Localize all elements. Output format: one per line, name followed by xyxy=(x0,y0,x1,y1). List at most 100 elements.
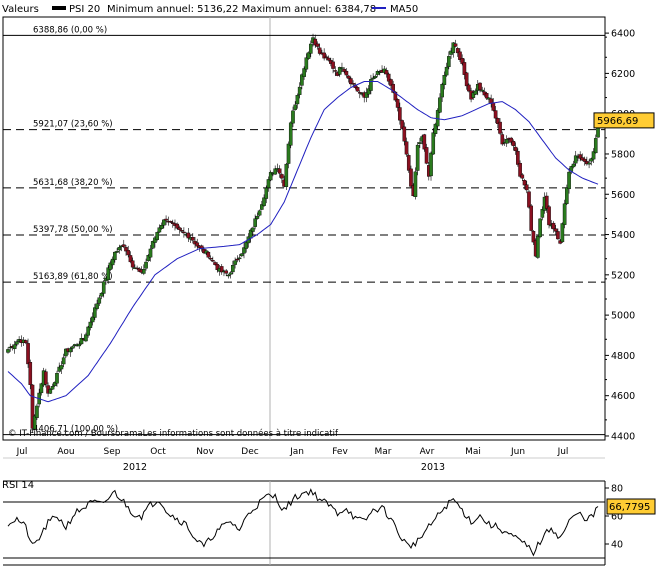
candle xyxy=(308,40,313,58)
candle xyxy=(344,68,349,78)
candle xyxy=(284,163,289,190)
candle xyxy=(553,225,558,236)
candle-body xyxy=(97,297,102,304)
candle-body xyxy=(406,155,411,171)
candle xyxy=(288,121,293,149)
candle xyxy=(538,217,542,239)
candle xyxy=(95,299,99,311)
candle-body xyxy=(186,232,191,239)
candle xyxy=(110,256,115,269)
candle-body xyxy=(478,82,482,91)
candle-body xyxy=(480,89,485,92)
candle-body xyxy=(110,258,115,266)
candle xyxy=(211,256,215,263)
candle-body xyxy=(538,218,542,238)
candle-body xyxy=(349,78,353,85)
candle-body xyxy=(389,79,393,86)
candle-body xyxy=(93,307,97,318)
candle-body xyxy=(527,191,531,208)
candle xyxy=(242,242,246,259)
candle-body xyxy=(32,415,37,430)
candle-body xyxy=(562,203,567,225)
candles-group xyxy=(6,33,600,433)
candle xyxy=(262,194,266,207)
candle-body xyxy=(509,137,513,143)
month-label: Nov xyxy=(196,447,214,457)
candle-body xyxy=(317,47,322,54)
candle-body xyxy=(146,255,151,261)
price-axis-label: 4400 xyxy=(611,431,635,442)
candle-body xyxy=(115,250,119,253)
footer-note: © IT-Finance.com / BoursoramaLes informa… xyxy=(8,428,339,439)
candle xyxy=(306,51,311,60)
candle-body xyxy=(52,382,57,387)
candle-body xyxy=(211,260,215,262)
candle-body xyxy=(544,195,549,209)
fibonacci-levels: 6388,86 (0,00 %) 5921,07 (23,60 %) 5631,68… xyxy=(3,25,605,436)
candle xyxy=(177,225,182,234)
rsi-value: 66,7795 xyxy=(609,502,650,513)
candle-body xyxy=(15,341,19,345)
candle-body xyxy=(342,68,346,72)
candle-body xyxy=(6,349,10,353)
candle-body xyxy=(498,121,502,134)
candle xyxy=(556,228,560,240)
candle-body xyxy=(369,79,373,91)
candle xyxy=(331,57,335,74)
candle-body xyxy=(195,242,200,247)
candle-body xyxy=(30,384,35,429)
candle xyxy=(208,255,213,261)
candle-body xyxy=(313,38,318,46)
candle-body xyxy=(90,316,95,323)
month-label: Oct xyxy=(150,447,166,457)
candle xyxy=(195,238,200,250)
candle-body xyxy=(44,371,48,385)
candle xyxy=(126,245,131,258)
candle xyxy=(12,340,17,354)
candle xyxy=(251,226,255,236)
candle xyxy=(337,66,342,78)
candle xyxy=(404,137,409,157)
candle xyxy=(357,90,362,99)
candle xyxy=(273,165,277,175)
candle xyxy=(516,148,520,167)
candle xyxy=(386,72,391,85)
candle xyxy=(70,345,75,353)
candle xyxy=(144,258,148,271)
candle-body xyxy=(306,52,311,59)
rsi-axis-label: 60 xyxy=(611,512,623,523)
candle-body xyxy=(398,107,402,121)
candle-body xyxy=(182,231,186,234)
candle-body xyxy=(429,152,433,177)
candle-body xyxy=(524,184,529,191)
candle xyxy=(50,383,55,390)
month-label: Mar xyxy=(375,447,392,457)
candle-body xyxy=(233,260,237,265)
candle xyxy=(529,204,534,232)
candle xyxy=(418,137,422,148)
candle xyxy=(520,173,525,181)
candle-body xyxy=(239,253,244,257)
candle-body xyxy=(326,57,331,61)
candle-body xyxy=(351,83,355,85)
candle xyxy=(460,54,464,66)
candle xyxy=(255,212,260,220)
candle-body xyxy=(242,247,246,254)
candle xyxy=(224,269,228,277)
legend-minmax: Minimum annuel: 5136,22 Maximum annuel: … xyxy=(107,4,376,15)
candle-body xyxy=(424,147,429,164)
rsi-value-badge-box xyxy=(606,498,656,515)
candle-body xyxy=(231,265,235,273)
candle-body xyxy=(70,346,75,349)
candle xyxy=(395,98,400,112)
candle-body xyxy=(340,67,344,69)
candle-body xyxy=(157,227,162,233)
candle-body xyxy=(556,231,560,240)
candle-body xyxy=(536,235,540,258)
candle-body xyxy=(308,43,313,54)
candle-body xyxy=(409,168,413,187)
candle xyxy=(77,341,82,349)
month-label: Avr xyxy=(420,447,435,457)
candle xyxy=(293,101,298,111)
year-label: 2013 xyxy=(421,462,445,473)
